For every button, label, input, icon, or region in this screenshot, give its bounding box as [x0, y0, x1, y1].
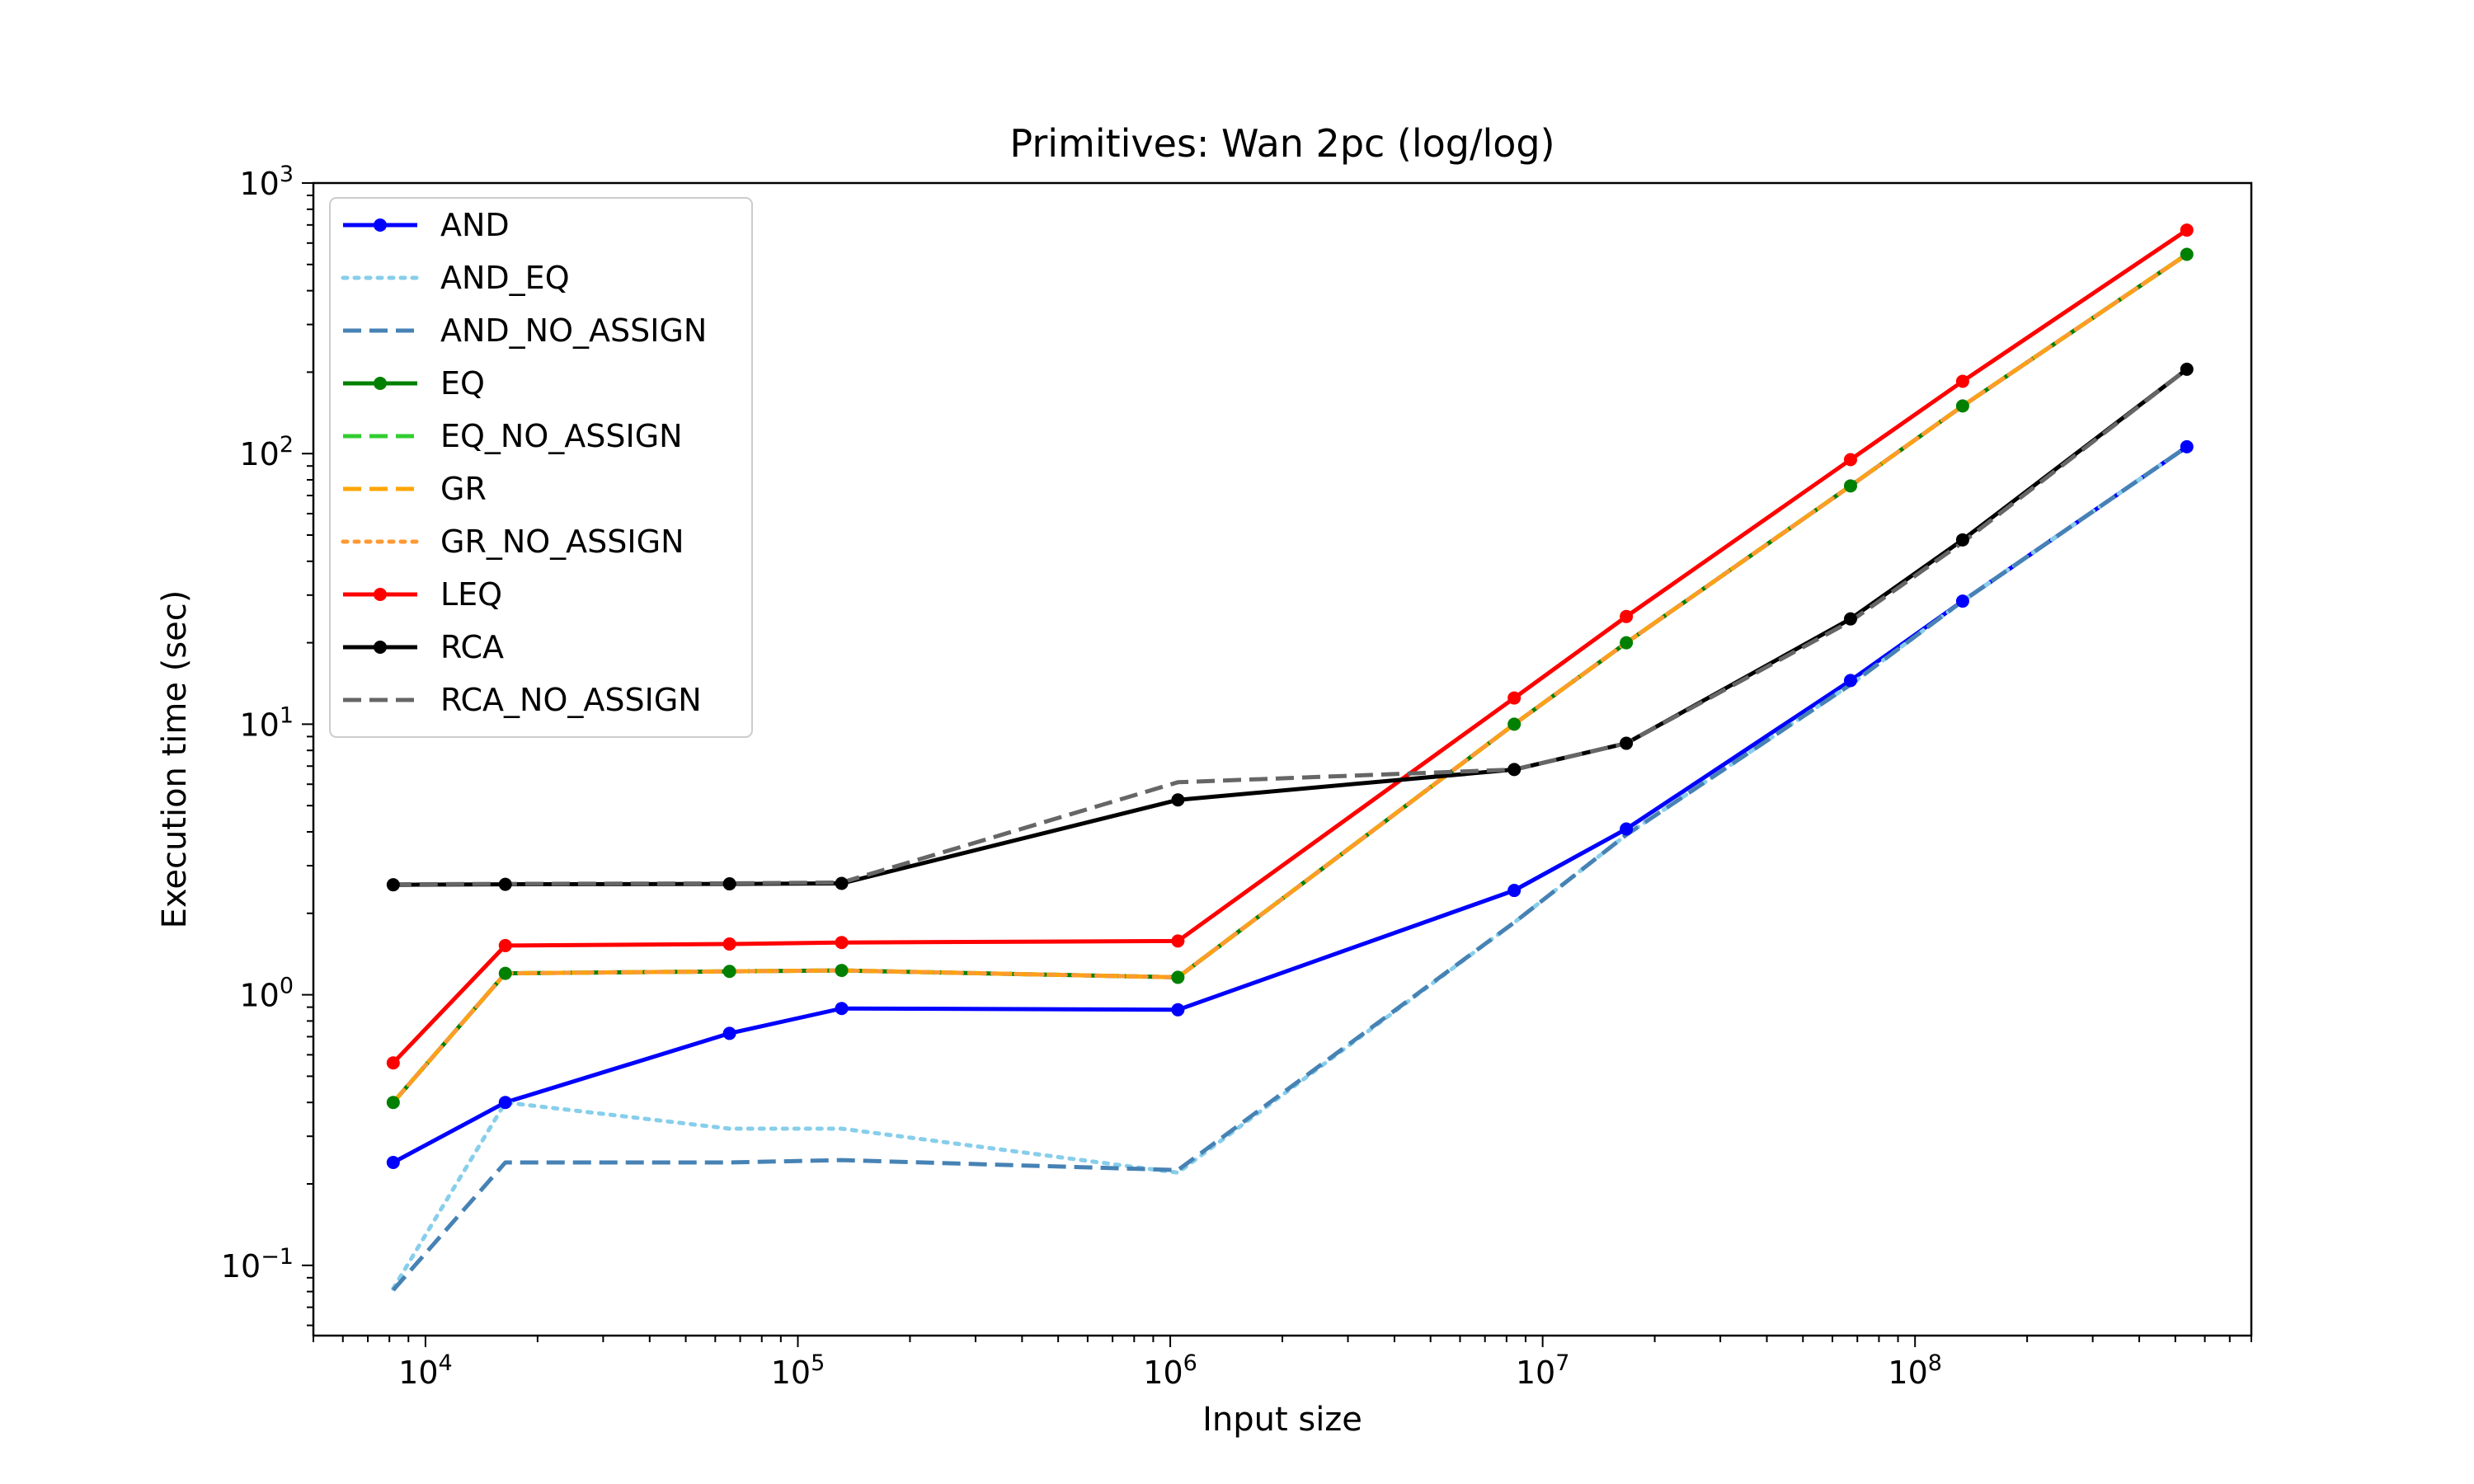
- data-point-eq: [386, 1096, 400, 1110]
- series-line-gr-no-assign: [391, 252, 2189, 1105]
- data-point-and: [835, 1002, 849, 1016]
- x-tick-label: 108: [1888, 1350, 1942, 1391]
- data-point-eq: [2180, 247, 2194, 261]
- data-point-leq: [1507, 691, 1522, 705]
- data-point-leq: [835, 936, 849, 950]
- x-tick-label: 105: [771, 1350, 825, 1391]
- data-point-and: [498, 1096, 512, 1110]
- y-tick-label: 100: [239, 974, 294, 1014]
- legend-label-eq: EQ: [440, 365, 485, 402]
- data-point-leq: [722, 937, 736, 951]
- data-point-rca: [498, 877, 512, 891]
- data-point-leq: [1955, 374, 1969, 388]
- data-point-rca: [1843, 612, 1857, 626]
- data-point-leq: [2180, 223, 2194, 237]
- x-tick-label: 107: [1516, 1350, 1570, 1391]
- series-line-leq: [391, 228, 2189, 1064]
- data-point-rca: [386, 878, 400, 892]
- series-line-and-no-assign: [391, 444, 2189, 1292]
- legend-marker-eq: [374, 377, 387, 390]
- legend-label-gr: GR: [440, 471, 487, 507]
- legend-label-eq-no-assign: EQ_NO_ASSIGN: [440, 418, 683, 454]
- data-point-leq: [1620, 609, 1634, 623]
- data-point-rca: [2180, 362, 2194, 376]
- data-point-rca: [1620, 736, 1634, 750]
- data-point-and: [1843, 674, 1857, 688]
- legend-label-and: AND: [440, 207, 510, 243]
- data-point-and: [1171, 1003, 1185, 1017]
- y-tick-label: 103: [239, 162, 294, 202]
- legend-label-gr-no-assign: GR_NO_ASSIGN: [440, 524, 684, 560]
- legend-box: [329, 197, 753, 738]
- data-point-eq: [835, 964, 849, 978]
- legend-label-rca-no-assign: RCA_NO_ASSIGN: [440, 682, 702, 718]
- data-point-eq: [498, 966, 512, 980]
- legend-label-leq: LEQ: [440, 576, 502, 613]
- data-point-leq: [386, 1056, 400, 1070]
- data-point-and: [386, 1156, 400, 1170]
- legend-label-rca: RCA: [440, 629, 504, 665]
- legend-marker-and: [374, 218, 387, 232]
- data-point-and: [2180, 439, 2194, 453]
- data-point-rca: [722, 877, 736, 891]
- plot-frame: [312, 181, 2253, 1337]
- data-point-and: [1620, 822, 1634, 836]
- data-point-rca: [1171, 793, 1185, 807]
- x-tick-label: 104: [398, 1350, 453, 1391]
- x-axis-label: Input size: [1202, 1401, 1362, 1439]
- data-point-eq: [1507, 717, 1522, 731]
- y-axis-label: Execution time (sec): [156, 590, 194, 929]
- data-point-and: [722, 1026, 736, 1040]
- y-tick-label: 102: [239, 432, 294, 472]
- chart-title: Primitives: Wan 2pc (log/log): [1009, 121, 1554, 166]
- data-point-eq: [722, 965, 736, 979]
- data-point-and: [1507, 884, 1522, 898]
- plot-markers: [386, 223, 2194, 1170]
- legend: AND AND_EQ AND_NO_ASSIGN EQ EQ_NO_ASSIGN GR GR…: [329, 197, 753, 738]
- data-point-eq: [1843, 479, 1857, 493]
- data-point-rca: [835, 876, 849, 890]
- y-tick-label: 10−1: [221, 1244, 294, 1284]
- legend-label-and-eq: AND_EQ: [440, 260, 570, 296]
- data-point-eq: [1620, 636, 1634, 650]
- series-line-rca-no-assign: [393, 367, 2189, 887]
- legend-label-and-no-assign: AND_NO_ASSIGN: [440, 312, 707, 349]
- legend-marker-rca: [374, 641, 387, 654]
- data-point-eq: [1955, 399, 1969, 413]
- data-point-leq: [1171, 934, 1185, 948]
- data-point-eq: [1171, 970, 1185, 984]
- data-point-leq: [1843, 453, 1857, 467]
- data-point-leq: [498, 938, 512, 952]
- y-axis: 10−1 100 101 102 103: [221, 162, 313, 1327]
- x-tick-label: 106: [1143, 1350, 1197, 1391]
- data-point-and: [1955, 594, 1969, 608]
- plot-lines: [391, 228, 2189, 1292]
- x-axis: 104 105 106 107 108: [313, 1336, 2252, 1391]
- data-point-rca: [1955, 533, 1969, 547]
- data-point-rca: [1507, 763, 1522, 777]
- y-tick-label: 101: [239, 702, 294, 743]
- legend-marker-leq: [374, 588, 387, 601]
